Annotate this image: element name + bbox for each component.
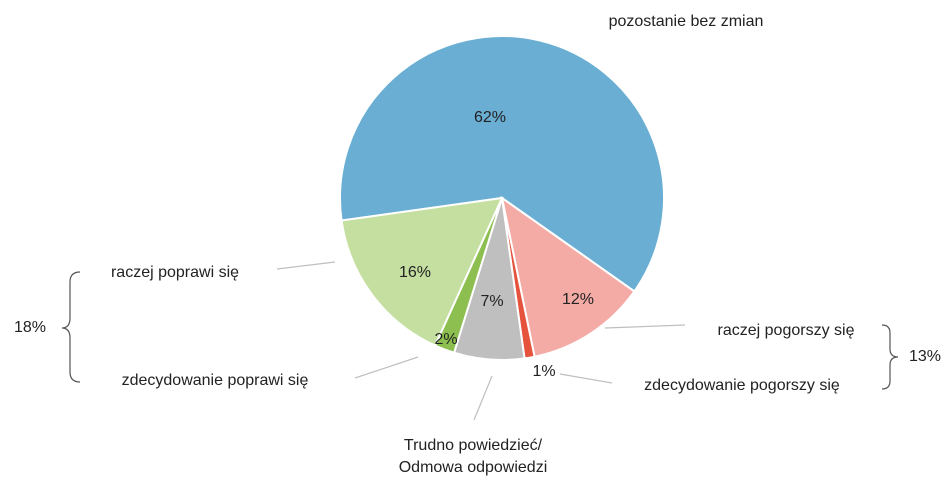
value-label: 1%	[532, 363, 555, 380]
value-label: 7%	[480, 293, 503, 310]
group-label: 18%	[14, 319, 46, 336]
category-label: raczej pogorszy się	[718, 322, 855, 339]
pie-slice	[500, 195, 636, 358]
category-label: Trudno powiedzieć/ Odmowa odpowiedzi	[398, 437, 548, 476]
pie-slice	[340, 196, 504, 347]
leader-line	[559, 373, 613, 384]
leader-line	[276, 261, 336, 270]
pie-slice	[339, 35, 665, 293]
category-label: raczej poprawi się	[111, 264, 239, 281]
category-label: zdecydowanie poprawi się	[122, 372, 309, 389]
value-label: 16%	[399, 264, 431, 281]
value-label: 62%	[474, 109, 506, 126]
group-brace	[61, 271, 81, 383]
leader-line	[354, 356, 419, 379]
group-label: 13%	[909, 348, 941, 365]
category-label: pozostanie bez zmian	[609, 13, 764, 30]
leader-line	[604, 324, 686, 329]
value-label: 12%	[562, 291, 594, 308]
category-label: zdecydowanie pogorszy się	[644, 377, 840, 394]
group-brace	[881, 324, 899, 390]
leader-line	[473, 375, 493, 421]
value-label: 2%	[434, 331, 457, 348]
